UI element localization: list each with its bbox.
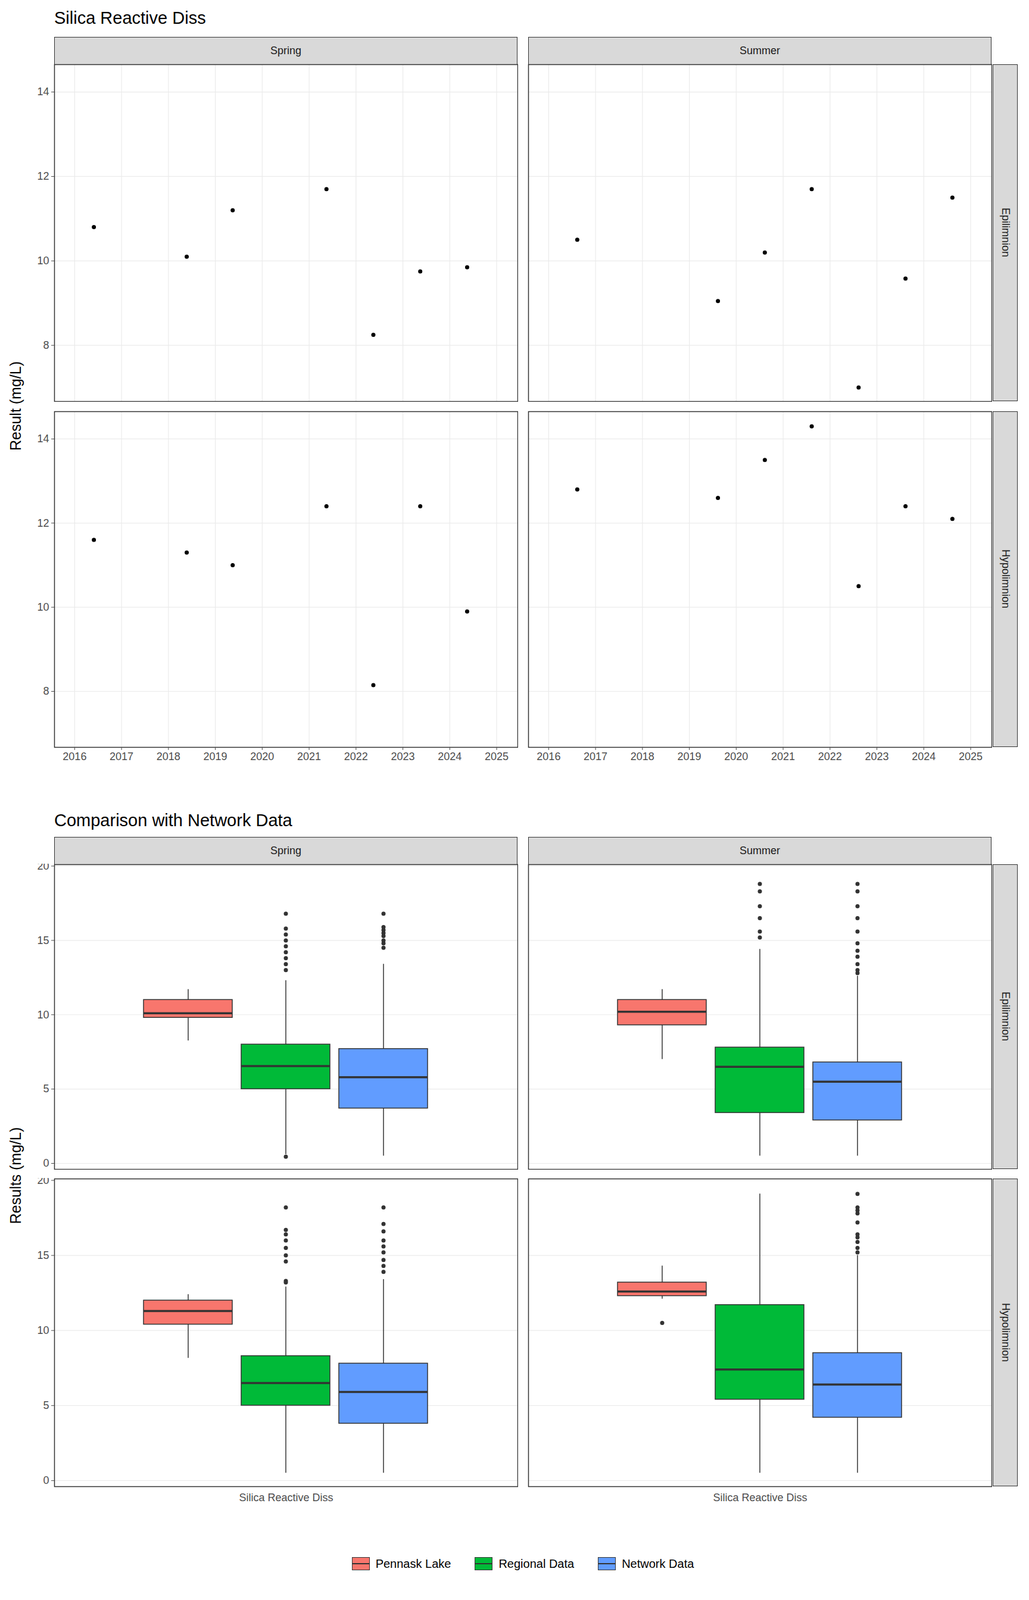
svg-text:2025: 2025 — [958, 750, 983, 763]
svg-text:2023: 2023 — [865, 750, 890, 763]
html-text:Pennask Lake: Pennask Lake — [375, 1557, 452, 1571]
svg-text:2019: 2019 — [677, 750, 702, 763]
html-text:Network Data: Network Data — [621, 1557, 694, 1571]
svg-text:15: 15 — [36, 1249, 49, 1262]
svg-text:0: 0 — [42, 1157, 49, 1170]
html-text:Regional Data: Regional Data — [498, 1557, 575, 1571]
svg-text:2018: 2018 — [630, 750, 655, 763]
html-text:Silica Reactive Diss: Silica Reactive Diss — [54, 8, 206, 28]
svg-text:2016: 2016 — [536, 750, 561, 763]
svg-text:2021: 2021 — [297, 750, 321, 763]
svg-text:10: 10 — [36, 1324, 49, 1337]
svg-text:2020: 2020 — [250, 750, 274, 763]
svg-text:10: 10 — [36, 601, 49, 614]
html-text:Hypolimnion: Hypolimnion — [999, 549, 1012, 609]
html-text:Spring: Spring — [270, 844, 302, 857]
svg-text:2018: 2018 — [156, 750, 181, 763]
svg-text:10: 10 — [36, 1009, 49, 1022]
html-text:Epilimnion: Epilimnion — [999, 208, 1012, 258]
svg-text:2020: 2020 — [724, 750, 748, 763]
svg-text:14: 14 — [36, 432, 49, 445]
svg-text:0: 0 — [42, 1475, 49, 1487]
svg-text:8: 8 — [42, 339, 49, 352]
svg-text:15: 15 — [36, 934, 49, 947]
svg-text:8: 8 — [42, 685, 49, 698]
svg-text:2022: 2022 — [344, 750, 369, 763]
svg-text:Silica Reactive Diss: Silica Reactive Diss — [712, 1492, 807, 1505]
html-text:Result (mg/L): Result (mg/L) — [7, 361, 24, 451]
svg-text:12: 12 — [36, 517, 49, 530]
svg-text:5: 5 — [42, 1083, 49, 1096]
html-text:Summer: Summer — [739, 844, 781, 857]
html-text:Epilimnion: Epilimnion — [999, 992, 1012, 1042]
svg-text:2025: 2025 — [484, 750, 509, 763]
svg-text:2024: 2024 — [437, 750, 462, 763]
svg-text:20: 20 — [36, 864, 49, 873]
svg-text:20: 20 — [36, 1178, 49, 1187]
svg-text:5: 5 — [42, 1399, 49, 1412]
svg-text:2023: 2023 — [391, 750, 416, 763]
svg-text:2016: 2016 — [62, 750, 87, 763]
svg-text:Silica Reactive Diss: Silica Reactive Diss — [238, 1492, 333, 1505]
svg-text:2019: 2019 — [203, 750, 228, 763]
html-text:Comparison with Network Data: Comparison with Network Data — [54, 811, 293, 831]
svg-text:2017: 2017 — [583, 750, 608, 763]
svg-text:2022: 2022 — [818, 750, 843, 763]
svg-text:12: 12 — [36, 170, 49, 183]
svg-text:2024: 2024 — [911, 750, 936, 763]
html-text:Results (mg/L): Results (mg/L) — [7, 1127, 24, 1225]
svg-text:14: 14 — [36, 85, 49, 98]
html-text:Summer: Summer — [739, 44, 781, 57]
svg-text:2017: 2017 — [109, 750, 134, 763]
svg-text:2021: 2021 — [771, 750, 795, 763]
html-text:Hypolimnion: Hypolimnion — [999, 1303, 1012, 1363]
svg-text:10: 10 — [36, 254, 49, 267]
html-text:Spring: Spring — [270, 44, 302, 57]
